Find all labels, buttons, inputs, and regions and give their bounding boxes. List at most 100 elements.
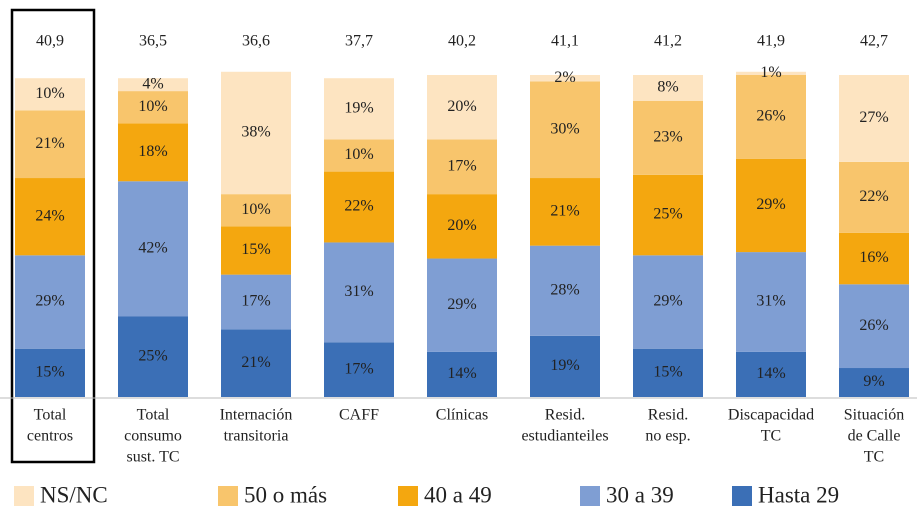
data-label: 21% bbox=[550, 203, 579, 220]
average-label: 37,7 bbox=[345, 33, 373, 50]
x-tick-label: estudianteiles bbox=[521, 428, 608, 445]
data-label: 31% bbox=[344, 283, 373, 300]
bar-segment bbox=[839, 368, 909, 397]
average-label: 40,9 bbox=[36, 33, 64, 50]
legend-text: NS/NC bbox=[40, 482, 108, 507]
bar-segment bbox=[15, 178, 85, 256]
data-label: 1% bbox=[760, 64, 781, 81]
data-label: 23% bbox=[653, 128, 682, 145]
average-label: 36,5 bbox=[139, 33, 167, 50]
x-tick-label: centros bbox=[27, 428, 73, 445]
x-tick-label: Internación bbox=[220, 407, 293, 424]
data-label: 9% bbox=[863, 373, 884, 390]
x-tick-label: Situación bbox=[844, 407, 904, 424]
x-tick-label: Resid. bbox=[545, 407, 585, 424]
data-label: 4% bbox=[142, 75, 163, 92]
bar-segment bbox=[221, 194, 291, 227]
data-label: 15% bbox=[653, 364, 682, 381]
x-tick-label: TC bbox=[864, 449, 884, 466]
legend-text: 30 a 39 bbox=[606, 482, 674, 507]
data-label: 20% bbox=[447, 217, 476, 234]
x-tick-label: Resid. bbox=[648, 407, 688, 424]
average-label: 42,7 bbox=[860, 33, 888, 50]
bar-segment bbox=[118, 123, 188, 182]
bar-segment bbox=[633, 100, 703, 175]
data-label: 29% bbox=[653, 293, 682, 310]
data-label: 17% bbox=[447, 157, 476, 174]
x-tick-label: sust. TC bbox=[126, 449, 179, 466]
legend-text: 50 o más bbox=[244, 482, 327, 507]
highlight-box bbox=[10, 8, 96, 464]
data-label: 10% bbox=[35, 85, 64, 102]
data-label: 19% bbox=[550, 357, 579, 374]
x-tick-label: Total bbox=[34, 407, 67, 424]
x-tick-label: transitoria bbox=[224, 428, 289, 445]
data-label: 26% bbox=[756, 108, 785, 125]
bar-segment bbox=[118, 181, 188, 317]
data-label: 22% bbox=[859, 188, 888, 205]
bar-segment bbox=[633, 75, 703, 101]
bar-segment bbox=[736, 351, 806, 397]
x-tick-label: no esp. bbox=[645, 428, 690, 445]
data-label: 8% bbox=[657, 79, 678, 96]
data-label: 19% bbox=[344, 99, 373, 116]
data-label: 22% bbox=[344, 198, 373, 215]
x-tick-label: CAFF bbox=[339, 407, 379, 424]
bar-segment bbox=[633, 348, 703, 397]
data-label: 38% bbox=[241, 124, 270, 141]
data-label: 10% bbox=[241, 201, 270, 218]
average-label: 41,1 bbox=[551, 33, 579, 50]
x-tick-label: de Calle bbox=[848, 428, 901, 445]
data-label: 18% bbox=[138, 143, 167, 160]
data-label: 28% bbox=[550, 281, 579, 298]
data-label: 27% bbox=[859, 109, 888, 126]
legend-text: Hasta 29 bbox=[758, 482, 839, 507]
data-label: 25% bbox=[653, 206, 682, 223]
data-label: 26% bbox=[859, 317, 888, 334]
bar-segment bbox=[324, 342, 394, 397]
bar-segment bbox=[427, 139, 497, 195]
x-tick-label: TC bbox=[761, 428, 781, 445]
bar-segment bbox=[118, 91, 188, 124]
legend-swatch bbox=[14, 486, 34, 506]
bar-segment bbox=[118, 78, 188, 92]
bar-segment bbox=[530, 178, 600, 246]
bar-segment bbox=[221, 71, 291, 195]
bar-segment bbox=[530, 335, 600, 397]
data-label: 21% bbox=[35, 135, 64, 152]
bar-segment bbox=[530, 75, 600, 82]
data-label: 2% bbox=[554, 69, 575, 86]
bar-segment bbox=[736, 71, 806, 75]
bar-segment bbox=[839, 284, 909, 369]
data-label: 17% bbox=[241, 293, 270, 310]
bar-segment bbox=[839, 232, 909, 285]
data-label: 29% bbox=[756, 196, 785, 213]
bar-segment bbox=[530, 81, 600, 179]
bar-segment bbox=[118, 316, 188, 397]
average-label: 36,6 bbox=[242, 33, 270, 50]
average-label: 41,2 bbox=[654, 33, 682, 50]
average-label: 40,2 bbox=[448, 33, 476, 50]
data-label: 24% bbox=[35, 207, 64, 224]
bar-segment bbox=[427, 75, 497, 140]
data-label: 16% bbox=[859, 249, 888, 266]
bar-segment bbox=[427, 351, 497, 397]
bar-segment bbox=[839, 161, 909, 233]
data-label: 20% bbox=[447, 98, 476, 115]
bar-segment bbox=[324, 139, 394, 172]
bar-segment bbox=[427, 194, 497, 259]
bar-segment bbox=[324, 171, 394, 243]
bar-segment bbox=[324, 242, 394, 343]
bar-segment bbox=[736, 252, 806, 352]
legend-swatch bbox=[398, 486, 418, 506]
data-label: 15% bbox=[35, 364, 64, 381]
data-label: 42% bbox=[138, 240, 167, 257]
bar-segment bbox=[221, 226, 291, 275]
data-label: 14% bbox=[756, 365, 785, 382]
x-tick-label: Clínicas bbox=[436, 407, 488, 424]
legend-text: 40 a 49 bbox=[424, 482, 492, 507]
bar-segment bbox=[15, 348, 85, 397]
data-label: 10% bbox=[344, 146, 373, 163]
bar-segment bbox=[427, 258, 497, 352]
data-label: 21% bbox=[241, 354, 270, 371]
